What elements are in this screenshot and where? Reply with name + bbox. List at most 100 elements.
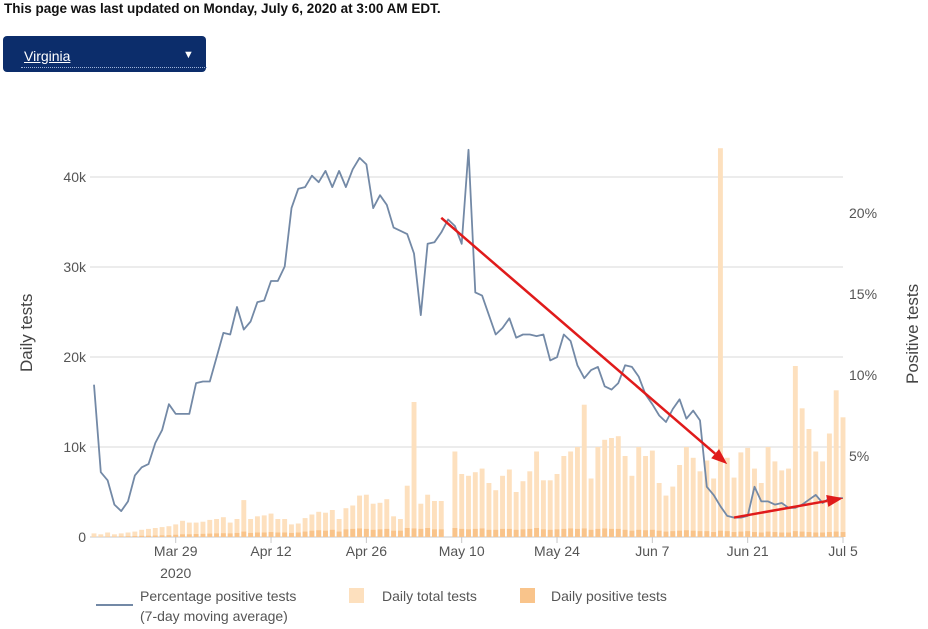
daily-positive-bar xyxy=(745,531,751,537)
daily-positive-bar xyxy=(574,528,580,537)
daily-positive-bar xyxy=(479,528,485,537)
daily-total-bar xyxy=(166,526,172,537)
daily-positive-bar xyxy=(738,531,744,537)
daily-positive-bar xyxy=(779,532,785,537)
daily-positive-bar xyxy=(561,528,567,537)
daily-positive-bar xyxy=(125,536,131,537)
daily-total-bar xyxy=(207,519,213,537)
daily-positive-bar xyxy=(370,529,376,537)
daily-total-bar xyxy=(820,461,826,537)
daily-total-bar xyxy=(792,366,798,537)
legend-line-label: Percentage positive tests xyxy=(140,588,296,604)
daily-total-bar xyxy=(663,495,669,537)
daily-positive-bar xyxy=(289,532,294,537)
daily-total-bar xyxy=(180,520,185,537)
daily-positive-bar xyxy=(350,528,356,537)
daily-positive-bar xyxy=(241,531,247,537)
legend-line-sublabel: (7-day moving average) xyxy=(140,608,288,624)
chevron-down-icon: ▼ xyxy=(183,49,194,61)
daily-total-bar xyxy=(806,429,812,537)
daily-positive-bar xyxy=(840,532,846,537)
daily-total-bar xyxy=(826,433,832,537)
daily-positive-bar xyxy=(493,529,499,537)
legend-total-swatch xyxy=(349,588,364,603)
daily-total-bar xyxy=(697,471,703,537)
daily-positive-bar xyxy=(254,532,260,537)
daily-total-bar xyxy=(139,529,145,537)
daily-positive-bar xyxy=(329,529,335,537)
daily-positive-bar xyxy=(200,533,206,537)
left-tick-label: 10k xyxy=(63,439,87,455)
daily-positive-bar xyxy=(786,532,791,537)
daily-positive-bar xyxy=(214,533,220,537)
daily-positive-bar xyxy=(139,535,145,537)
daily-total-bar xyxy=(159,527,165,537)
daily-positive-bar xyxy=(670,531,676,537)
daily-positive-bar xyxy=(261,532,267,537)
daily-total-bar xyxy=(411,402,417,537)
daily-total-bar xyxy=(581,404,587,537)
daily-total-bar xyxy=(534,451,540,537)
daily-positive-bar xyxy=(595,528,601,537)
legend-total-label: Daily total tests xyxy=(382,588,477,604)
daily-total-bar xyxy=(186,522,192,537)
daily-total-bar xyxy=(173,524,179,537)
daily-positive-bar xyxy=(343,529,349,537)
daily-positive-bar xyxy=(302,531,308,537)
daily-positive-bar xyxy=(765,531,771,537)
daily-positive-bar xyxy=(132,536,138,537)
daily-positive-bar xyxy=(193,534,199,537)
daily-total-bar xyxy=(772,461,778,537)
state-select[interactable]: Virginia ▼ xyxy=(3,36,207,72)
daily-positive-bar xyxy=(391,530,397,537)
right-tick-label: 15% xyxy=(849,286,877,302)
focus-outline xyxy=(21,67,207,68)
daily-total-bar xyxy=(466,475,471,537)
daily-positive-bar xyxy=(547,529,553,537)
daily-total-bar xyxy=(636,447,642,537)
daily-total-bar xyxy=(459,474,465,537)
daily-total-bar xyxy=(323,512,328,537)
daily-total-bar xyxy=(752,468,757,537)
daily-positive-bar xyxy=(146,535,151,537)
daily-positive-bar xyxy=(459,528,465,537)
daily-total-bar xyxy=(91,533,97,537)
daily-positive-bar xyxy=(813,532,819,537)
daily-total-bar xyxy=(261,515,267,537)
daily-positive-bar xyxy=(173,534,179,537)
daily-total-bar xyxy=(118,533,124,537)
daily-total-bar xyxy=(438,501,444,537)
daily-positive-bar xyxy=(411,528,417,537)
x-tick-label: Jul 5 xyxy=(828,543,858,559)
daily-total-bar xyxy=(418,503,424,537)
right-tick-label: 5% xyxy=(849,448,869,464)
x-tick-label: May 24 xyxy=(534,543,580,559)
daily-positive-bar xyxy=(186,534,192,537)
trend-arrow-head xyxy=(711,449,728,465)
daily-positive-bar xyxy=(418,528,424,537)
daily-total-bar xyxy=(745,447,751,537)
daily-positive-bar xyxy=(602,528,608,537)
daily-total-bar xyxy=(595,447,601,537)
daily-total-bar xyxy=(758,483,764,537)
daily-positive-bar xyxy=(404,528,410,537)
daily-total-bar xyxy=(234,519,240,537)
daily-positive-bar xyxy=(724,531,730,537)
left-axis-title: Daily tests xyxy=(17,294,36,372)
daily-positive-bar xyxy=(711,532,717,537)
daily-positive-bar xyxy=(159,535,165,537)
daily-total-bar xyxy=(105,532,111,537)
daily-positive-bar xyxy=(540,529,546,537)
daily-total-bar xyxy=(329,510,335,537)
daily-positive-bar xyxy=(506,528,512,537)
daily-positive-bar xyxy=(752,532,757,537)
daily-positive-bar xyxy=(438,529,444,537)
daily-total-bar xyxy=(649,450,655,537)
daily-positive-bar xyxy=(697,531,703,537)
x-tick-label: Apr 26 xyxy=(346,543,387,559)
daily-total-bar xyxy=(554,474,560,537)
daily-total-bar xyxy=(656,483,662,537)
daily-positive-bars xyxy=(91,528,846,537)
daily-positive-bar xyxy=(357,528,363,537)
daily-total-bar xyxy=(547,480,553,537)
